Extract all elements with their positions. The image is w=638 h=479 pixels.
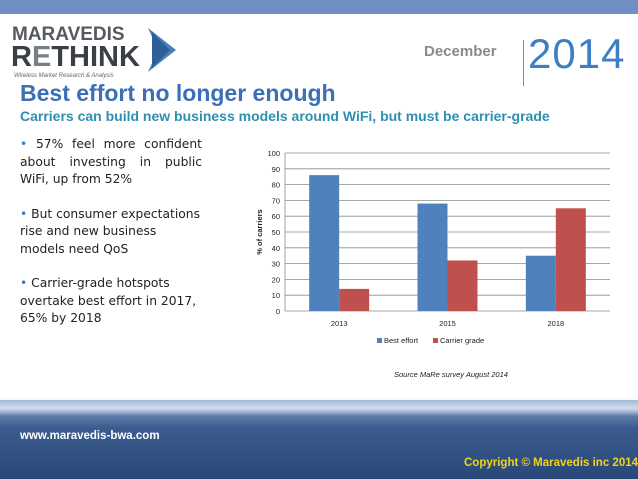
- legend-swatch-carrier-grade: [433, 338, 438, 343]
- y-tick-label-10: 10: [272, 291, 280, 300]
- y-tick-label-20: 20: [272, 275, 280, 284]
- logo-word-think: THINK: [51, 41, 140, 73]
- logo-line1: MARAVEDIS: [12, 24, 125, 45]
- logo-tagline: Wireless Market Research & Analysis: [14, 73, 114, 79]
- y-tick-label-0: 0: [276, 307, 280, 316]
- logo-letter-e: E: [32, 41, 51, 73]
- bar-carrier-grade-2015: [447, 260, 478, 311]
- bullet-dot-3: •: [20, 276, 28, 290]
- y-tick-label-100: 100: [267, 149, 280, 158]
- slide-subtitle: Carriers can build new business models a…: [20, 108, 550, 124]
- bullet-list: • 57% feel more confident about investin…: [20, 136, 202, 345]
- x-tick-label-2015: 2015: [439, 319, 456, 328]
- bullet-item-3: • Carrier-grade hotspots overtake best e…: [20, 275, 202, 328]
- y-tick-label-80: 80: [272, 181, 280, 190]
- bar-best-effort-2015: [417, 203, 448, 311]
- bullet-item-1: • 57% feel more confident about investin…: [20, 136, 202, 189]
- y-tick-label-40: 40: [272, 244, 280, 253]
- header-divider: [523, 40, 524, 86]
- y-tick-label-50: 50: [272, 228, 280, 237]
- footer-highlight: [0, 396, 638, 416]
- y-tick-label-30: 30: [272, 260, 280, 269]
- legend-swatch-best-effort: [377, 338, 382, 343]
- bar-best-effort-2018: [525, 255, 556, 311]
- y-axis-title: % of carriers: [255, 209, 264, 254]
- slide-title: Best effort no longer enough: [20, 80, 336, 106]
- bullet-item-2: • But consumer expectations rise and new…: [20, 206, 202, 259]
- header-month: December: [424, 43, 497, 60]
- chart-source-note: Source MaRe survey August 2014: [394, 370, 508, 379]
- svg-text:RETHINK: RETHINK: [11, 41, 140, 73]
- bar-best-effort-2013: [309, 175, 340, 311]
- maravedis-rethink-logo: MARAVEDIS RETHINK Wireless Market Resear…: [8, 22, 188, 80]
- x-tick-label-2018: 2018: [547, 319, 564, 328]
- bullet-text-3: Carrier-grade hotspots overtake best eff…: [20, 276, 197, 325]
- top-banner-bar: [0, 0, 638, 14]
- bullet-text-1: 57% feel more confident about investing …: [20, 137, 202, 186]
- bullet-dot-2: •: [20, 206, 28, 221]
- y-tick-label-90: 90: [272, 165, 280, 174]
- x-tick-label-2013: 2013: [331, 319, 348, 328]
- logo-letter-r: R: [11, 41, 32, 73]
- bar-carrier-grade-2013: [339, 288, 370, 311]
- carrier-chart: 0 10 20 30 40 50 60 70 80 90 100 % of carriers 2013 2…: [240, 145, 620, 390]
- bar-chart-svg: 0 10 20 30 40 50 60 70 80 90 100 % of carriers 2013 2…: [255, 149, 610, 379]
- bullet-dot-1: •: [20, 137, 28, 151]
- bar-carrier-grade-2018: [555, 208, 586, 311]
- bullet-text-2: But consumer expectations rise and new b…: [20, 206, 200, 256]
- footer-copyright: Copyright © Maravedis inc 2014: [464, 457, 638, 469]
- y-tick-label-60: 60: [272, 212, 280, 221]
- y-tick-label-70: 70: [272, 196, 280, 205]
- legend-label-carrier-grade: Carrier grade: [440, 336, 484, 345]
- footer-website[interactable]: www.maravedis-bwa.com: [20, 430, 160, 442]
- header-year: 2014: [528, 30, 626, 77]
- legend-label-best-effort: Best effort: [384, 336, 419, 345]
